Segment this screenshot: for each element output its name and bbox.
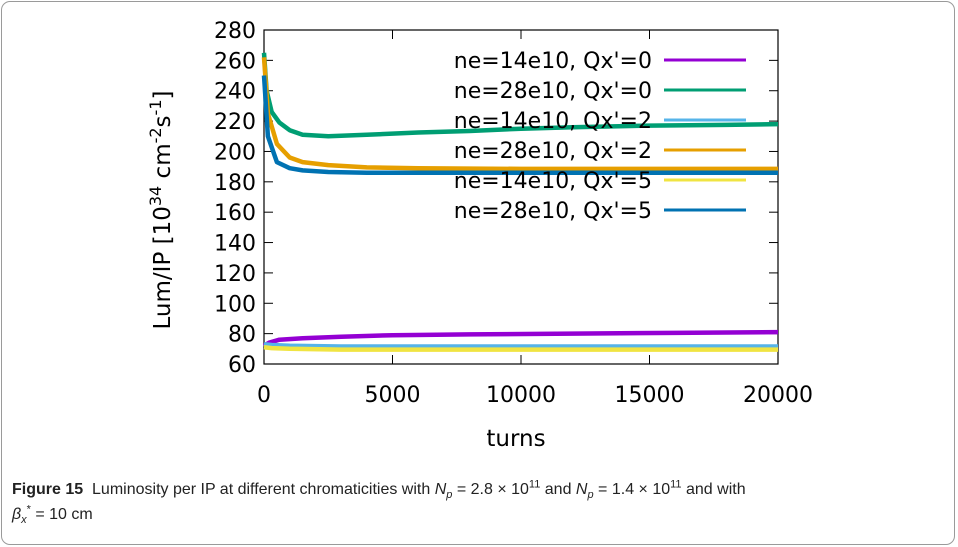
y-tick-label: 180 xyxy=(214,171,256,196)
legend-label-6: ne=28e10, Qx'=5 xyxy=(454,199,652,224)
series-line-4 xyxy=(261,57,778,172)
series-line-5 xyxy=(263,345,778,352)
y-tick-label: 120 xyxy=(214,262,256,287)
x-tick-label: 5000 xyxy=(365,383,421,408)
caption-text-1: Luminosity per IP at different chromatic… xyxy=(92,481,435,498)
y-tick-label: 220 xyxy=(214,110,256,135)
x-tick-label: 15000 xyxy=(615,383,685,408)
series-lines xyxy=(261,52,779,352)
y-tick-label: 240 xyxy=(214,80,256,105)
axis-ticks: 60 80 100 120 140 160 180 200 220 240 260 280 0 5000 1… xyxy=(214,19,813,408)
y-tick-label: 140 xyxy=(214,232,256,257)
y-tick-label: 200 xyxy=(214,140,256,165)
y-tick-label: 80 xyxy=(228,323,256,348)
legend-label-5: ne=14e10, Qx'=5 xyxy=(454,169,652,194)
y-tick-label: 100 xyxy=(214,292,256,317)
y-axis-label: Lum/IP [1034 cm-2s-1] xyxy=(146,91,176,330)
y-tick-label: 280 xyxy=(214,19,256,44)
x-axis-label: turns xyxy=(486,426,545,452)
legend-label-4: ne=28e10, Qx'=2 xyxy=(454,139,652,164)
figure-caption: Figure 15 Luminosity per IP at different… xyxy=(12,478,746,527)
series-line-2 xyxy=(261,52,779,139)
series-line-1 xyxy=(262,329,779,348)
series-line-6 xyxy=(261,75,778,175)
y-tick-label: 160 xyxy=(214,201,256,226)
x-tick-label: 0 xyxy=(257,383,271,408)
caption-label: Figure 15 xyxy=(12,481,84,498)
legend-label-2: ne=28e10, Qx'=0 xyxy=(454,79,652,104)
caption-beta: β xyxy=(12,506,22,523)
series-line-3 xyxy=(263,342,778,349)
x-tick-label: 20000 xyxy=(743,383,813,408)
legend: ne=14e10, Qx'=0 ne=28e10, Qx'=0 ne=14e10, … xyxy=(454,49,746,224)
legend-label-1: ne=14e10, Qx'=0 xyxy=(454,49,652,74)
y-tick-label: 60 xyxy=(228,353,256,378)
legend-label-3: ne=14e10, Qx'=2 xyxy=(454,109,652,134)
y-tick-label: 260 xyxy=(214,49,256,74)
luminosity-chart: 60 80 100 120 140 160 180 200 220 240 260 280 0 5000 1… xyxy=(146,19,813,452)
x-tick-label: 10000 xyxy=(486,383,556,408)
